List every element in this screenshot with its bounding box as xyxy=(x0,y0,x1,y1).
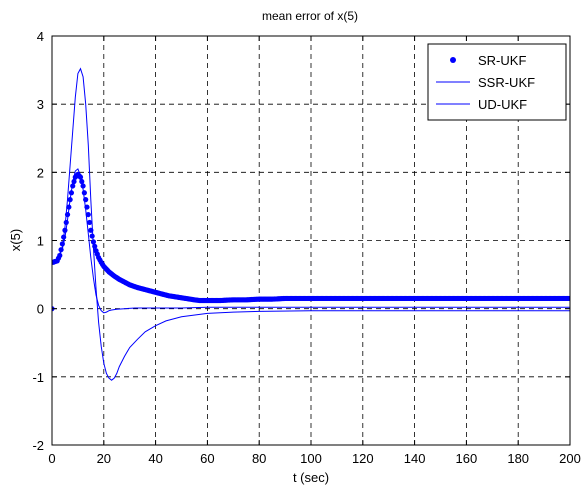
x-tick-label: 80 xyxy=(252,451,266,466)
sr-ukf-marker xyxy=(81,190,87,196)
y-axis-title: x(5) xyxy=(8,229,23,251)
x-axis-title: t (sec) xyxy=(293,470,329,485)
chart-title: mean error of x(5) xyxy=(262,9,358,23)
sr-ukf-marker xyxy=(89,233,95,239)
y-tick-label: 4 xyxy=(37,29,44,44)
sr-ukf-marker xyxy=(567,295,570,302)
legend-label: SSR-UKF xyxy=(478,75,535,90)
sr-ukf-marker xyxy=(85,211,91,218)
x-tick-label: 160 xyxy=(456,451,478,466)
y-tick-label: 2 xyxy=(37,165,44,180)
legend-label: UD-UKF xyxy=(478,97,527,112)
x-tick-label: 180 xyxy=(507,451,529,466)
sr-ukf-marker xyxy=(86,219,93,226)
series-ud-ukf xyxy=(52,168,570,314)
x-tick-label: 200 xyxy=(559,451,581,466)
sr-ukf-marker xyxy=(63,219,69,226)
y-tick-label: -2 xyxy=(32,438,44,453)
sr-ukf-marker xyxy=(70,183,76,189)
legend-label: SR-UKF xyxy=(478,53,526,68)
plot-series xyxy=(52,67,570,381)
x-tick-label: 0 xyxy=(48,451,55,466)
y-tick-label: 3 xyxy=(37,97,44,112)
axis-ticks: 0 20 40 60 80 100 120 140 160 180 200 -2 -1 0 1 2 3 4 xyxy=(32,29,580,466)
line-ud-ukf xyxy=(52,168,570,314)
x-tick-label: 100 xyxy=(300,451,322,466)
x-tick-label: 120 xyxy=(352,451,374,466)
series-sr-ukf xyxy=(52,171,570,312)
x-tick-label: 20 xyxy=(97,451,111,466)
legend-marker xyxy=(450,57,456,63)
x-tick-label: 140 xyxy=(404,451,426,466)
x-tick-label: 40 xyxy=(148,451,162,466)
series-ssr-ukf xyxy=(52,67,570,381)
y-tick-label: -1 xyxy=(32,370,44,385)
line-ssr-ukf xyxy=(52,67,570,381)
y-tick-label: 1 xyxy=(37,234,44,249)
legend: SR-UKF SSR-UKF UD-UKF xyxy=(427,43,567,121)
x-tick-label: 60 xyxy=(200,451,214,466)
y-tick-label: 0 xyxy=(37,302,44,317)
